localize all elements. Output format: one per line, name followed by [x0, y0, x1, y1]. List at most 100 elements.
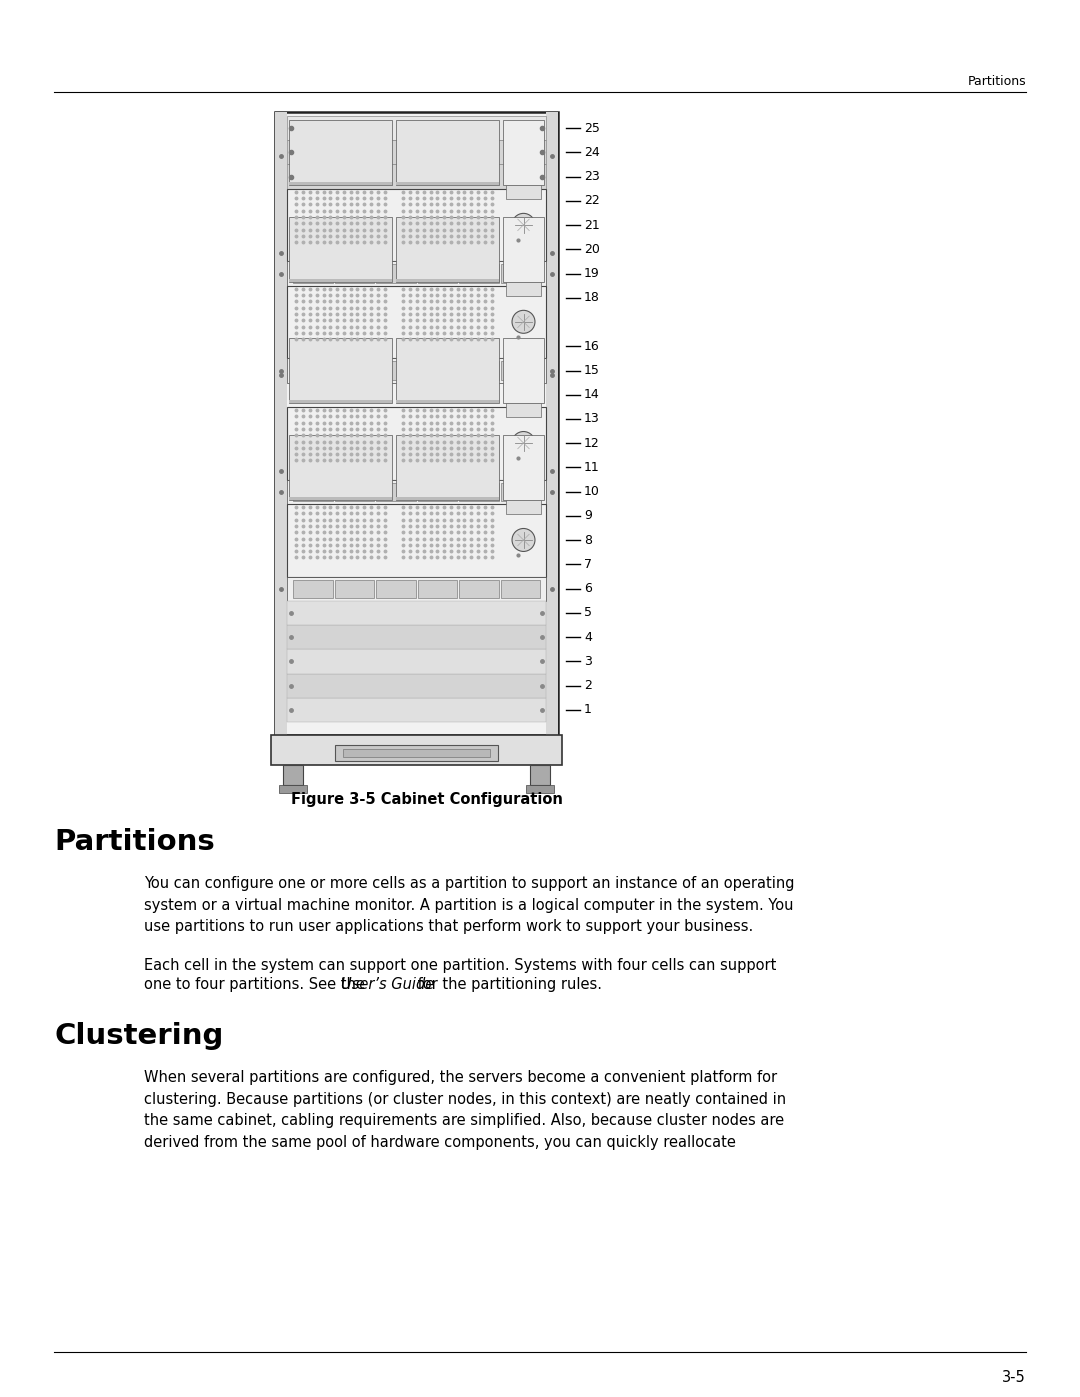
- Bar: [376, 482, 416, 502]
- Bar: [283, 766, 303, 785]
- Text: 21: 21: [584, 218, 599, 232]
- Text: 11: 11: [584, 461, 599, 474]
- Bar: [293, 264, 333, 282]
- Bar: [507, 500, 541, 514]
- Bar: [546, 112, 558, 735]
- Bar: [376, 580, 416, 598]
- Bar: [396, 278, 499, 282]
- Bar: [396, 217, 499, 282]
- Bar: [287, 504, 546, 577]
- Text: 5: 5: [584, 606, 592, 619]
- Text: 14: 14: [584, 388, 599, 401]
- Bar: [289, 338, 392, 402]
- Bar: [289, 120, 392, 184]
- Text: Clustering: Clustering: [54, 1023, 224, 1051]
- Bar: [287, 697, 546, 722]
- Bar: [289, 434, 392, 500]
- Bar: [459, 580, 499, 598]
- Bar: [343, 749, 490, 757]
- Bar: [287, 624, 546, 650]
- Bar: [289, 217, 392, 282]
- Bar: [396, 497, 499, 500]
- Bar: [287, 140, 546, 165]
- Bar: [500, 580, 540, 598]
- Text: 19: 19: [584, 267, 599, 279]
- Bar: [396, 120, 499, 184]
- Bar: [275, 112, 558, 735]
- Text: 6: 6: [584, 583, 592, 595]
- Circle shape: [512, 432, 535, 454]
- Bar: [418, 580, 457, 598]
- Bar: [335, 362, 374, 380]
- Bar: [503, 434, 544, 500]
- Text: Partitions: Partitions: [54, 828, 215, 856]
- Bar: [287, 650, 546, 673]
- Bar: [289, 182, 392, 184]
- Bar: [503, 338, 544, 402]
- Circle shape: [512, 214, 535, 236]
- Bar: [293, 362, 333, 380]
- Bar: [507, 282, 541, 296]
- Bar: [459, 482, 499, 502]
- Bar: [396, 434, 499, 500]
- Bar: [503, 120, 544, 184]
- Bar: [287, 261, 546, 285]
- Bar: [335, 745, 498, 761]
- Text: 8: 8: [584, 534, 592, 546]
- Bar: [335, 482, 374, 502]
- Text: 18: 18: [584, 292, 599, 305]
- Text: 3-5: 3-5: [1002, 1370, 1026, 1384]
- Bar: [287, 479, 546, 504]
- Text: 3: 3: [584, 655, 592, 668]
- Text: 7: 7: [584, 557, 592, 571]
- Bar: [287, 285, 546, 359]
- Bar: [376, 362, 416, 380]
- Text: User’s Guide: User’s Guide: [341, 977, 434, 992]
- Bar: [526, 785, 554, 793]
- Bar: [287, 165, 546, 189]
- Bar: [287, 577, 546, 601]
- Circle shape: [512, 310, 535, 334]
- Text: Figure 3-5 Cabinet Configuration: Figure 3-5 Cabinet Configuration: [291, 792, 563, 807]
- Text: 1: 1: [584, 703, 592, 717]
- Bar: [271, 735, 562, 766]
- Circle shape: [512, 528, 535, 552]
- Bar: [287, 407, 546, 479]
- Bar: [293, 482, 333, 502]
- Bar: [293, 580, 333, 598]
- Bar: [500, 482, 540, 502]
- Text: You can configure one or more cells as a partition to support an instance of an : You can configure one or more cells as a…: [144, 876, 795, 935]
- Bar: [287, 116, 546, 140]
- Bar: [507, 184, 541, 198]
- Text: 4: 4: [584, 630, 592, 644]
- Text: 9: 9: [584, 510, 592, 522]
- Bar: [530, 766, 550, 785]
- Bar: [289, 497, 392, 500]
- Text: 25: 25: [584, 122, 599, 134]
- Bar: [287, 359, 546, 383]
- Bar: [507, 402, 541, 418]
- Text: 13: 13: [584, 412, 599, 426]
- Bar: [396, 182, 499, 184]
- Text: 10: 10: [584, 485, 599, 499]
- Bar: [459, 264, 499, 282]
- Text: Each cell in the system can support one partition. Systems with four cells can s: Each cell in the system can support one …: [144, 958, 777, 972]
- Text: 15: 15: [584, 365, 599, 377]
- Text: 16: 16: [584, 339, 599, 353]
- Bar: [396, 338, 499, 402]
- Text: When several partitions are configured, the servers become a convenient platform: When several partitions are configured, …: [144, 1070, 786, 1150]
- Bar: [459, 362, 499, 380]
- Text: one to four partitions. See the: one to four partitions. See the: [144, 977, 369, 992]
- Text: 12: 12: [584, 437, 599, 450]
- Bar: [275, 112, 287, 735]
- Text: 23: 23: [584, 170, 599, 183]
- Bar: [287, 673, 546, 697]
- Bar: [396, 400, 499, 402]
- Bar: [289, 400, 392, 402]
- Bar: [500, 264, 540, 282]
- Bar: [376, 264, 416, 282]
- Text: 22: 22: [584, 194, 599, 207]
- Bar: [287, 189, 546, 261]
- Bar: [335, 264, 374, 282]
- Text: 20: 20: [584, 243, 599, 256]
